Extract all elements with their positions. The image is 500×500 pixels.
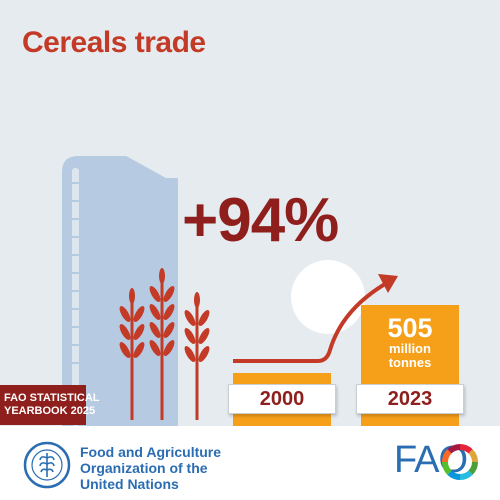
value-2023: 505 million tonnes [361,314,459,370]
infographic-panel: Cereals trade [0,0,500,426]
value-unit-line1: million [389,341,431,356]
illustration [62,156,398,426]
page-title: Cereals trade [22,26,206,59]
growth-arrow-icon [233,274,398,363]
grain-silo-icon [62,156,178,426]
year-label-2000: 2000 [228,384,336,414]
badge-line2: YEARBOOK 2025 [4,405,96,417]
fao-emblem-icon [23,441,71,489]
org-line3: United Nations [80,476,179,492]
value-number: 505 [387,313,433,343]
yearbook-badge: FAO STATISTICAL YEARBOOK 2025 [0,385,100,425]
organization-name: Food and Agriculture Organization of the… [80,444,221,492]
value-unit-line2: tonnes [388,355,432,370]
growth-percentage: +94% [182,186,339,255]
wheat-stalk-icon [119,268,210,420]
org-line1: Food and Agriculture [80,444,222,460]
sdg-wheel-icon [442,444,478,480]
org-line2: Organization of the [80,460,208,476]
sun-disc [291,260,365,334]
footer [0,426,500,500]
year-label-2023: 2023 [356,384,464,414]
badge-line1: FAO STATISTICAL [4,392,100,404]
